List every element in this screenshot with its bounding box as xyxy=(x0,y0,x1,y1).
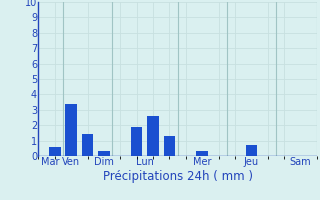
Bar xyxy=(98,151,110,156)
Bar xyxy=(131,127,142,156)
Bar xyxy=(49,147,60,156)
Bar xyxy=(164,136,175,156)
Bar xyxy=(147,116,159,156)
Bar xyxy=(65,104,77,156)
Bar xyxy=(245,145,257,156)
Bar xyxy=(196,151,208,156)
X-axis label: Précipitations 24h ( mm ): Précipitations 24h ( mm ) xyxy=(103,170,252,183)
Bar xyxy=(82,134,93,156)
